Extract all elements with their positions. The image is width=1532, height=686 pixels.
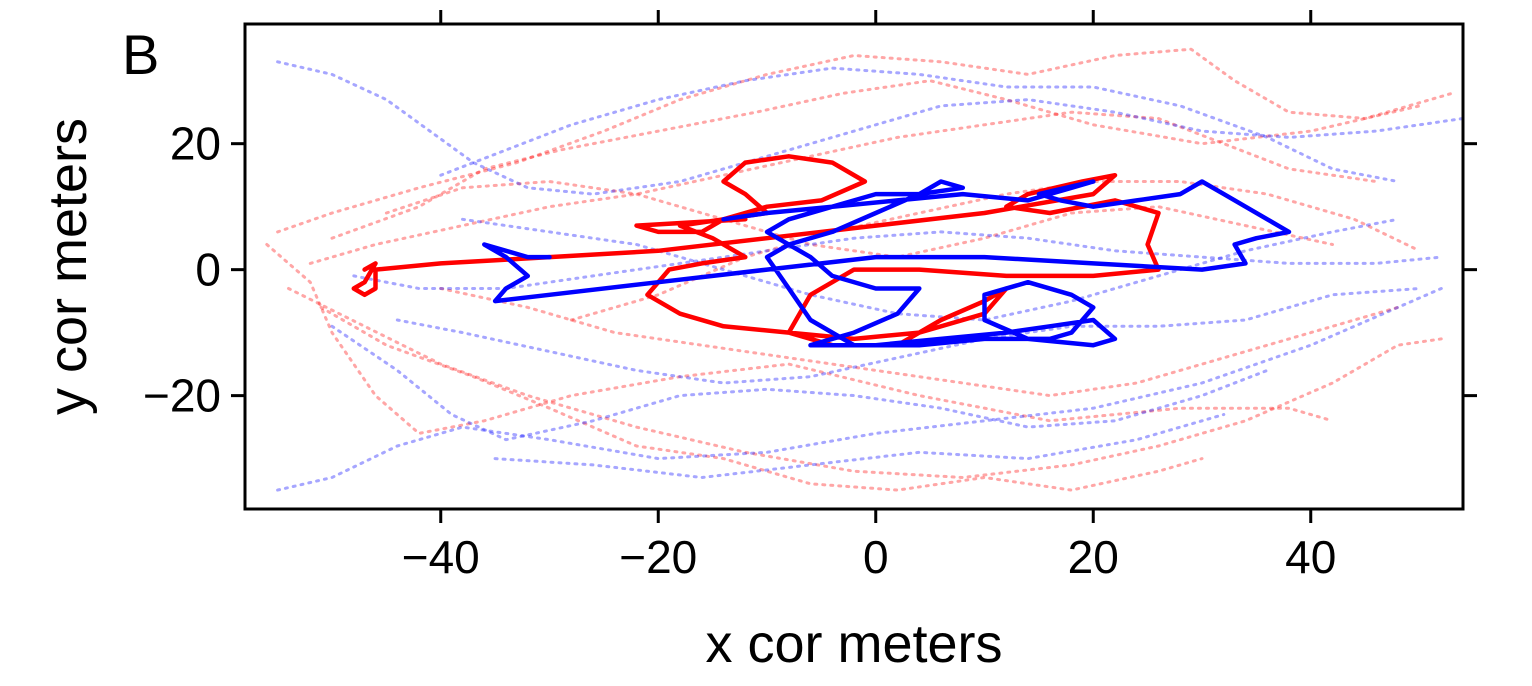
dotted-trajectory-15: [461, 217, 1400, 322]
y-tick-label-1: 0: [195, 244, 221, 296]
x-tick-label-2: 0: [863, 531, 889, 583]
dotted-trajectory-11: [330, 324, 1269, 442]
plot-frame: [243, 22, 1465, 511]
dotted-trajectory-14: [395, 287, 1421, 385]
x-axis-label: x cor meters: [705, 614, 1002, 674]
dotted-trajectory-0: [276, 47, 1454, 234]
x-tick-label-3: 20: [1068, 531, 1119, 583]
tick-layer: −40 −20 0 20 40 −20 0 20: [143, 10, 1477, 583]
y-axis-label: y cor meters: [38, 118, 98, 415]
panel-label: B: [122, 23, 159, 86]
dotted-trajectory-12: [352, 230, 1443, 290]
dotted-trajectory-10: [276, 287, 1443, 492]
dotted-trajectory-13: [439, 66, 1400, 183]
dotted-trajectory-7: [439, 287, 1400, 398]
dotted-trajectory-16: [493, 413, 1226, 479]
dotted-trajectory-4: [330, 79, 1421, 240]
solid-trajectory-18: [482, 179, 1292, 348]
dotted-trajectory-2: [308, 110, 1378, 265]
dotted-trajectory-3: [319, 305, 1204, 492]
x-tick-label-1: −20: [619, 531, 697, 583]
dotted-trajectory-9: [276, 60, 1463, 196]
dotted-trajectory-8: [384, 180, 1334, 259]
dotted-trajectory-5: [265, 243, 1334, 435]
y-tick-label-2: 20: [170, 118, 221, 170]
y-tick-label-0: −20: [143, 370, 221, 422]
x-tick-label-4: 40: [1285, 531, 1336, 583]
x-tick-label-0: −40: [402, 531, 480, 583]
dotted-trajectory-1: [287, 287, 1443, 479]
dotted-trajectory-6: [569, 180, 1421, 322]
series-layer: [265, 47, 1463, 492]
